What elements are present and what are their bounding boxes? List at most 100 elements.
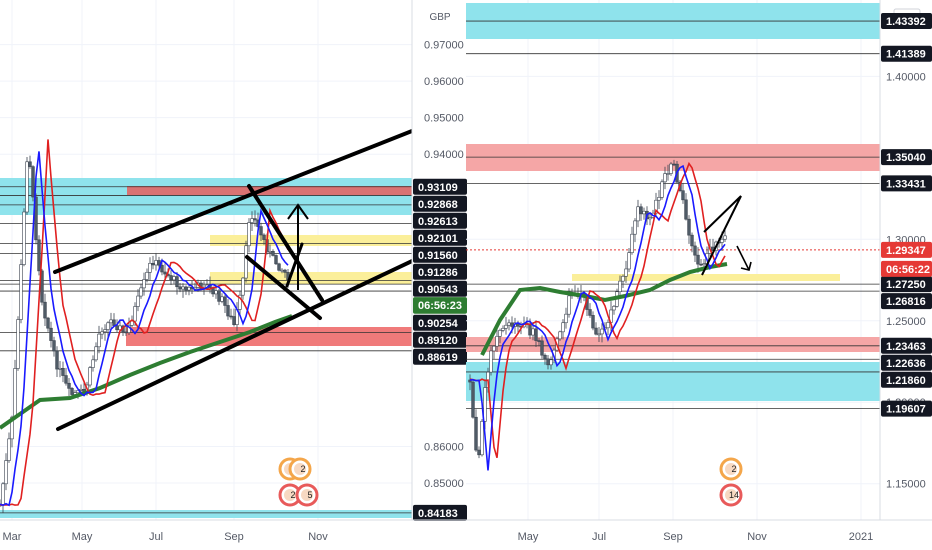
candle-body (49, 327, 53, 341)
candle-body (184, 286, 188, 291)
right-level-lines (466, 20, 880, 410)
countdown-box[interactable] (413, 297, 467, 314)
right-time-axis[interactable]: May Jul Sep Nov 2021 (518, 531, 874, 543)
price-tag-box[interactable] (881, 149, 932, 166)
price-tag-label[interactable]: 1.21860 (886, 375, 926, 387)
price-tag-box[interactable] (413, 212, 467, 229)
left-wedge-bottom-line[interactable] (245, 255, 322, 320)
right-demand-zone-cyan (466, 362, 880, 401)
candle-body (220, 296, 224, 302)
price-tag-label[interactable]: 1.23463 (886, 341, 926, 353)
price-tag-box[interactable] (881, 241, 932, 258)
candle-body (259, 226, 263, 236)
left-up-arrow[interactable] (287, 203, 309, 290)
right-price-axis[interactable]: 1.400001.300001.250001.200001.150001.433… (881, 13, 932, 491)
event-badge-count[interactable]: 2 (290, 490, 295, 500)
price-tag-box[interactable] (881, 354, 932, 371)
price-tag-label[interactable]: 0.84183 (418, 508, 458, 520)
price-tag-label[interactable]: 1.43392 (886, 16, 926, 28)
left-zone-yellow-lower (210, 272, 412, 284)
right-down-arrow[interactable] (736, 245, 752, 271)
price-tag-label[interactable]: 1.29347 (886, 245, 926, 257)
price-tag-label[interactable]: 0.91286 (418, 267, 458, 279)
candle-body (34, 196, 38, 241)
countdown-label[interactable]: 06:56:23 (418, 300, 462, 312)
price-tag-label[interactable]: 0.92613 (418, 216, 458, 228)
candle-body (471, 381, 475, 418)
price-tag-box[interactable] (413, 195, 467, 212)
candle-body (543, 354, 547, 360)
price-tag-label[interactable]: 0.91560 (418, 250, 458, 262)
price-tag-label[interactable]: 1.26816 (886, 296, 926, 308)
price-tag-label[interactable]: 0.89120 (418, 335, 458, 347)
price-tag-box[interactable] (413, 331, 467, 348)
price-tag-box[interactable] (881, 293, 932, 310)
event-badge-count[interactable]: 2 (731, 464, 736, 474)
left-wedge-right-line[interactable] (285, 242, 304, 288)
countdown-box[interactable] (881, 260, 932, 277)
price-tag-box[interactable] (413, 504, 467, 521)
price-tag-label[interactable]: 0.93109 (418, 182, 458, 194)
time-tick-label: May (72, 531, 93, 543)
price-tag-box[interactable] (413, 246, 467, 263)
price-tag-box[interactable] (881, 400, 932, 417)
left-chart[interactable]: GBP 0.970000.960000.950000.940000.860000… (0, 0, 467, 543)
time-tick-label: May (518, 531, 539, 543)
candle-body (597, 333, 601, 336)
candle-body (79, 388, 83, 391)
right-wedge-drawing[interactable] (701, 195, 742, 276)
price-tag-box[interactable] (413, 314, 467, 331)
price-tag-box[interactable] (881, 337, 932, 354)
candle-body (247, 222, 251, 247)
candle-body (492, 345, 496, 352)
candle-body (501, 327, 505, 331)
price-tag-label[interactable]: 1.41389 (886, 49, 926, 61)
left-bottom-zone-cyan (0, 510, 412, 518)
price-tick-label: 0.94000 (424, 149, 464, 161)
price-tag-label[interactable]: 0.92868 (418, 199, 458, 211)
candle-body (702, 263, 706, 266)
left-wedge-top-line[interactable] (247, 184, 324, 302)
price-tag-label[interactable]: 0.90254 (418, 318, 459, 330)
price-tag-label[interactable]: 1.35040 (886, 152, 926, 164)
price-tag-label[interactable]: 1.22636 (886, 358, 926, 370)
price-tag-box[interactable] (413, 348, 467, 365)
price-tag-box[interactable] (413, 229, 467, 246)
price-tag-label[interactable]: 1.33431 (886, 178, 926, 190)
price-tag-label[interactable]: 0.88619 (418, 352, 458, 364)
left-price-axis[interactable]: 0.97000 0.96000 0.95000 0.94000 0.86000 0.850… (413, 40, 467, 521)
event-badge-count[interactable]: 2 (300, 464, 305, 474)
left-channel-lower-line[interactable] (56, 259, 412, 431)
candle-body (229, 315, 233, 318)
price-tag-box[interactable] (881, 175, 932, 192)
price-tag-label[interactable]: 0.90543 (418, 284, 458, 296)
event-badge-count[interactable]: 5 (307, 490, 312, 500)
candle-body (606, 322, 610, 329)
left-channel-upper-line[interactable] (53, 129, 412, 274)
left-event-badges[interactable]: 2225 (278, 457, 319, 507)
right-chart[interactable]: USD 1.400001.300001.250001.200001.150001… (466, 0, 932, 543)
event-badge-count[interactable]: 14 (729, 490, 739, 500)
price-tag-label[interactable]: 1.19607 (886, 404, 926, 416)
time-tick-label: Nov (308, 531, 328, 543)
price-tag-label[interactable]: 0.92101 (418, 233, 458, 245)
price-tag-box[interactable] (413, 178, 467, 195)
right-event-badges[interactable]: 2 14 (719, 457, 743, 507)
event-badge-flag-icon (301, 489, 313, 501)
left-level-lines (0, 186, 412, 514)
candle-body (55, 350, 59, 370)
candle-body (474, 416, 478, 451)
countdown-label[interactable]: 06:56:22 (886, 264, 930, 276)
price-tag-box[interactable] (413, 263, 467, 280)
price-tag-box[interactable] (413, 280, 467, 297)
left-drawings[interactable] (53, 129, 412, 431)
price-tag-label[interactable]: 1.27250 (886, 279, 926, 291)
left-time-axis[interactable]: Mar May Jul Sep Nov (3, 531, 329, 543)
candle-body (723, 235, 727, 240)
price-tag-box[interactable] (881, 13, 932, 30)
price-tag-box[interactable] (881, 276, 932, 293)
candle-body (163, 271, 167, 275)
price-tag-box[interactable] (881, 371, 932, 388)
left-trend-ma (0, 314, 293, 430)
price-tag-box[interactable] (881, 45, 932, 62)
